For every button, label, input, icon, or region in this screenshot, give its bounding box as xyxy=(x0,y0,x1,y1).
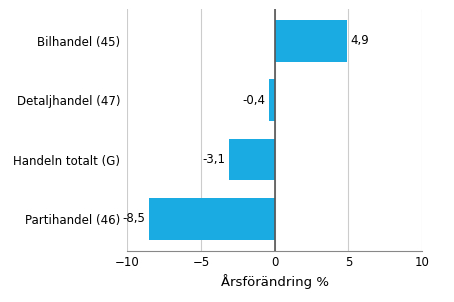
Text: 4,9: 4,9 xyxy=(350,34,370,47)
Bar xyxy=(229,139,275,180)
Text: -3,1: -3,1 xyxy=(202,153,225,166)
Bar xyxy=(149,198,275,240)
Text: -8,5: -8,5 xyxy=(123,212,146,225)
Text: -0,4: -0,4 xyxy=(242,94,265,107)
Bar xyxy=(269,79,275,121)
Bar xyxy=(275,20,347,62)
X-axis label: Årsförändring %: Årsförändring % xyxy=(221,274,329,289)
